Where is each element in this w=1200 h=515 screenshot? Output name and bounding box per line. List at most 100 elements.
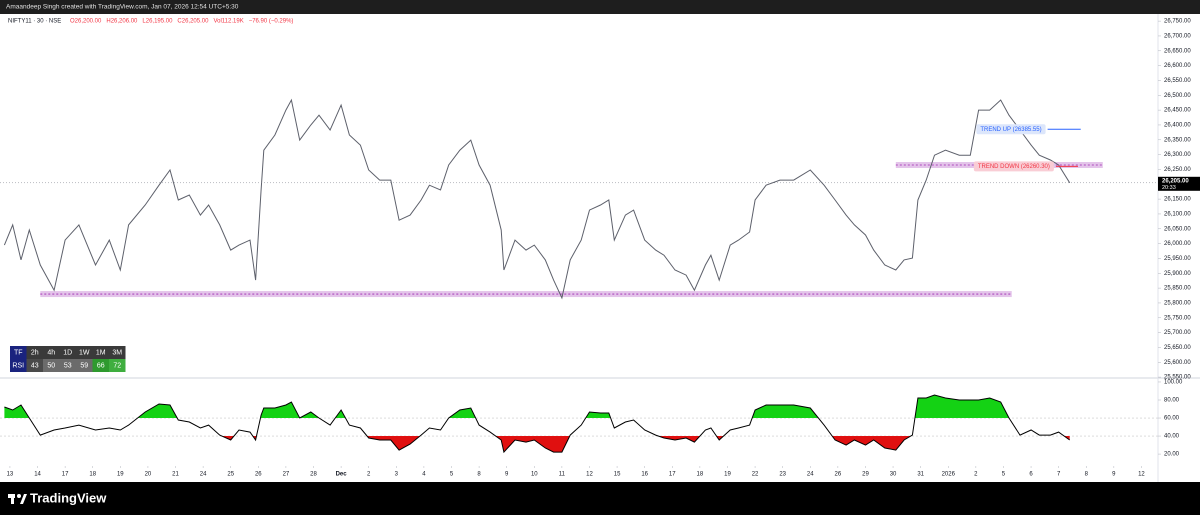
table-header-cell — [76, 346, 93, 359]
x-tick-label: 11 — [559, 472, 566, 478]
x-tick-label: 26 — [835, 472, 842, 478]
table-value: 53 — [64, 362, 72, 369]
y-tick-label: 26,250.00 — [1164, 167, 1191, 173]
x-tick-label: 24 — [807, 472, 814, 478]
x-tick-label: 23 — [779, 472, 786, 478]
table-cell — [109, 359, 126, 372]
x-tick-label: 8 — [477, 472, 481, 478]
table-cell — [92, 359, 109, 372]
y-tick-label: 26,600.00 — [1164, 63, 1191, 69]
y-tick-label: 25,900.00 — [1164, 271, 1191, 277]
x-tick-label: 21 — [172, 472, 179, 478]
rsi-line — [4, 394, 1070, 454]
x-tick-label: 15 — [614, 472, 621, 478]
header-bar — [0, 0, 1200, 14]
x-tick-label: 16 — [641, 472, 648, 478]
table-cell — [43, 359, 60, 372]
y-tick-label: 26,300.00 — [1164, 152, 1191, 158]
last-price-box — [1158, 176, 1200, 191]
x-tick-label: 10 — [531, 472, 538, 478]
y-tick-label: 26,350.00 — [1164, 137, 1191, 143]
x-tick-label: 8 — [1085, 472, 1089, 478]
footer-bar — [0, 482, 1200, 515]
x-tick-label: 31 — [917, 472, 924, 478]
table-header: 4h — [47, 349, 55, 356]
x-tick-label: 26 — [255, 472, 262, 478]
countdown: 20:33 — [1162, 185, 1176, 191]
y-tick-label: 25,600.00 — [1164, 360, 1191, 366]
trend-label-bg — [973, 161, 1054, 172]
y-tick-label: 25,750.00 — [1164, 315, 1191, 321]
x-tick-label: 13 — [7, 472, 14, 478]
y-tick-label: 80.00 — [1164, 398, 1180, 404]
table-header-cell — [10, 346, 27, 359]
y-tick-label: 26,150.00 — [1164, 197, 1191, 203]
table-header: 1D — [63, 349, 72, 356]
x-tick-label: 27 — [283, 472, 290, 478]
table-header: 2h — [31, 349, 39, 356]
x-tick-label: 20 — [145, 472, 152, 478]
y-tick-label: 26,000.00 — [1164, 241, 1191, 247]
last-price-label: 26,205.00 — [1162, 178, 1189, 184]
x-tick-label: 30 — [890, 472, 897, 478]
table-value: 72 — [113, 362, 121, 369]
x-tick-label: 17 — [669, 472, 676, 478]
x-tick-label: 9 — [505, 472, 509, 478]
x-tick-label: 12 — [586, 472, 593, 478]
table-header-cell — [26, 346, 43, 359]
y-tick-label: 25,800.00 — [1164, 301, 1191, 307]
symbol: NIFTY11 · 30 · NSE — [8, 19, 61, 25]
x-tick-label: 9 — [1112, 472, 1116, 478]
y-tick-label: 100.00 — [1164, 380, 1183, 386]
table-header: 1M — [96, 349, 106, 356]
y-tick-label: 40.00 — [1164, 434, 1180, 440]
y-tick-label: 25,850.00 — [1164, 286, 1191, 292]
x-tick-label: 29 — [862, 472, 869, 478]
quote-value: Vol112.19K — [213, 19, 243, 25]
x-tick-label: 5 — [1002, 472, 1006, 478]
y-tick-label: 25,550.00 — [1164, 375, 1191, 381]
y-tick-label: 25,950.00 — [1164, 256, 1191, 262]
table-cell — [26, 359, 43, 372]
table-value: 50 — [47, 362, 55, 369]
oversold-fill — [4, 436, 1070, 453]
y-tick-label: 60.00 — [1164, 416, 1180, 422]
table-header-cell — [43, 346, 60, 359]
table-cell — [59, 359, 76, 372]
x-tick-label: 22 — [752, 472, 759, 478]
x-tick-label: 2026 — [942, 472, 956, 478]
x-tick-label: 18 — [89, 472, 96, 478]
y-tick-label: 26,550.00 — [1164, 78, 1191, 84]
x-tick-label: 19 — [117, 472, 124, 478]
brand: TradingView — [30, 490, 107, 505]
y-tick-label: 26,500.00 — [1164, 93, 1191, 99]
overbought-fill — [4, 395, 1070, 419]
x-tick-label: 14 — [34, 472, 41, 478]
x-tick-label: 4 — [422, 472, 426, 478]
y-tick-label: 20.00 — [1164, 452, 1180, 458]
price-line — [3, 98, 1071, 300]
x-tick-label: 5 — [450, 472, 454, 478]
y-tick-label: 26,750.00 — [1164, 19, 1191, 25]
x-tick-label: 7 — [1057, 472, 1061, 478]
y-tick-label: 26,700.00 — [1164, 34, 1191, 40]
y-tick-label: 25,700.00 — [1164, 330, 1191, 336]
x-tick-label: 18 — [697, 472, 704, 478]
trend-label: TREND UP (26385.55) — [980, 127, 1041, 133]
table-header: 3M — [112, 349, 122, 356]
quote-value: H26,206.00 — [106, 19, 138, 25]
y-tick-label: 26,100.00 — [1164, 212, 1191, 218]
y-tick-label: 26,050.00 — [1164, 226, 1191, 232]
trend-label-bg — [976, 124, 1046, 135]
table-value: 59 — [80, 362, 88, 369]
x-tick-label: 2 — [367, 472, 371, 478]
x-tick-label: 2 — [974, 472, 978, 478]
x-tick-label: 17 — [62, 472, 69, 478]
table-header-cell — [109, 346, 126, 359]
table-cell — [76, 359, 93, 372]
x-tick-label: 12 — [1138, 472, 1145, 478]
x-tick-label: 28 — [310, 472, 317, 478]
quote-value: C26,205.00 — [177, 19, 209, 25]
